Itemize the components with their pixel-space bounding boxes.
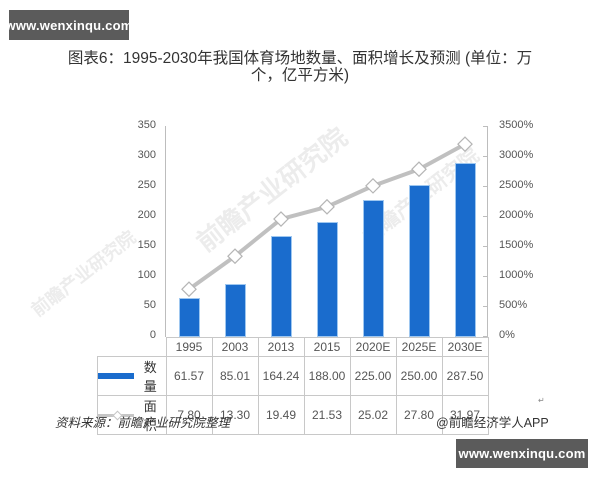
diamond-marker [227,248,243,265]
table-corner [97,337,167,357]
table-cell: 27.80 [395,395,443,435]
table-header-cell: 2015 [303,337,351,357]
bar [455,163,475,336]
diamond-marker [273,211,289,227]
right-tick [483,306,487,307]
table-cell: 287.50 [441,356,489,396]
right-tick [483,156,487,157]
table-row: 数量 61.57 85.01 164.24 188.00 225.00 250.… [97,356,489,396]
table-cell: 85.01 [211,356,259,396]
table-row: 面积 7.80 13.30 19.49 21.53 25.02 27.80 31… [97,395,489,435]
table-cell: 31.97 [441,395,489,435]
right-tick [483,126,487,127]
right-tick-label: 2500% [499,179,534,191]
bar [409,186,429,336]
right-tick [483,246,487,247]
chart-title-line1: 图表6：1995-2030年我国体育场地数量、面积增长及预测 (单位：万 [67,50,533,67]
table-header-row: 1995 2003 2013 2015 2020E 2025E 2030E [97,337,489,357]
bar [225,284,245,336]
legend-cell-area: 面积 [97,395,167,435]
table-header-cell: 2003 [211,337,259,357]
right-tick-label: 1000% [499,269,534,281]
diamond-marker [319,198,335,215]
chart-title: 图表6：1995-2030年我国体育场地数量、面积增长及预测 (单位：万 个，亿… [60,50,540,84]
left-tick-label: 0 [149,329,156,341]
table-header-cell: 2013 [257,337,305,357]
left-tick-label: 200 [137,209,156,221]
bar-legend-icon [98,373,134,379]
diamond-marker [181,281,197,298]
legend-label: 面积 [143,399,157,433]
line-legend-icon [98,413,134,417]
left-tick-label: 350 [137,119,156,131]
credit-note: @前瞻经济学人APP [436,416,549,430]
diamond-marker [457,136,473,153]
table-cell: 25.02 [349,395,397,435]
data-table: 1995 2003 2013 2015 2020E 2025E 2030E 数量… [97,337,489,435]
return-mark: ↵ [538,396,545,405]
watermark-badge-bottom: www.wenxinqu.com [456,439,588,468]
left-tick-label: 250 [137,179,156,191]
bar [317,223,337,336]
chart-title-line2: 个，亿平方米) [250,67,350,84]
legend-cell-count: 数量 [97,356,167,396]
right-tick-label: 0% [499,329,515,341]
table-cell: 225.00 [349,356,397,396]
left-axis-line [165,126,166,337]
right-axis-line [487,126,488,337]
right-tick-label: 500% [499,299,528,311]
diamond-marker [365,177,381,194]
source-note: 资料来源：前瞻产业研究院整理 [55,416,231,430]
table-cell: 61.57 [165,356,213,396]
table-cell: 19.49 [257,395,305,435]
table-cell: 13.30 [211,395,259,435]
table-header-cell: 2030E [441,337,489,357]
legend-label: 数量 [143,360,157,394]
right-tick [483,336,487,337]
bar [271,237,291,336]
table-cell: 7.80 [165,395,213,435]
watermark-badge-top: www.wenxinqu.com [6,10,132,40]
right-tick-label: 2000% [499,209,534,221]
right-tick [483,216,487,217]
table-header-cell: 2020E [349,337,397,357]
table-cell: 250.00 [395,356,443,396]
table-cell: 164.24 [257,356,305,396]
table-header-cell: 1995 [165,337,213,357]
right-tick-label: 1500% [499,239,534,251]
table-cell: 188.00 [303,356,351,396]
left-tick-label: 50 [143,299,156,311]
bar [179,299,199,336]
right-tick [483,186,487,187]
right-tick-label: 3000% [499,149,534,161]
table-cell: 21.53 [303,395,351,435]
diamond-marker [411,161,427,178]
table-header-cell: 2025E [395,337,443,357]
right-tick-label: 3500% [499,119,534,131]
right-tick [483,276,487,277]
bar [363,201,383,336]
left-tick-label: 150 [137,239,156,251]
left-tick-label: 300 [137,149,156,161]
left-tick-label: 100 [137,269,156,281]
